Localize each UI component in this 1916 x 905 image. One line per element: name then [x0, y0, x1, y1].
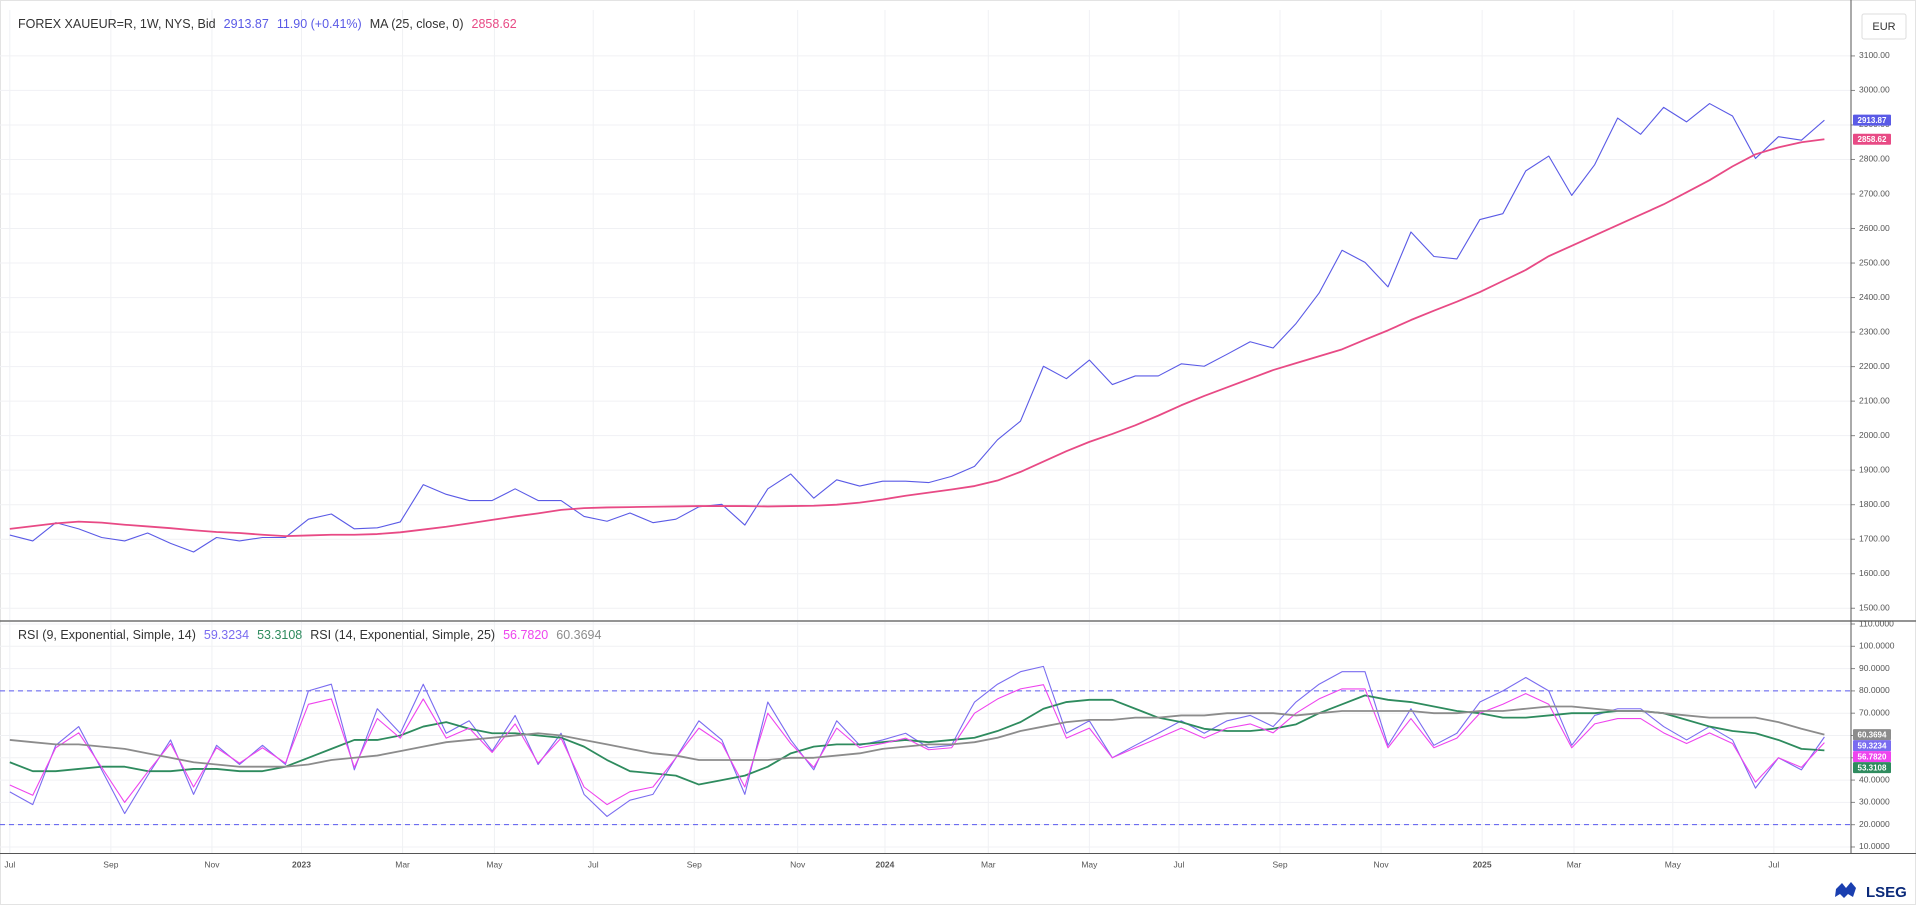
x-tick-label: Mar [395, 859, 410, 869]
last-value-badge [1853, 751, 1891, 763]
rsi-legend: RSI (9, Exponential, Simple, 14) 59.3234 5… [18, 628, 609, 642]
legend-change: 11.90 (+0.41%) [276, 17, 362, 31]
legend-value: 56.7820 [503, 628, 549, 642]
y-tick-label: 40.0000 [1859, 774, 1890, 784]
y-tick-label: 90.0000 [1859, 663, 1890, 673]
last-value-label: 56.7820 [1858, 752, 1887, 761]
x-tick-label: Jul [1174, 859, 1185, 869]
y-tick-label: 110.0000 [1859, 618, 1894, 628]
y-tick-label: 80.0000 [1859, 685, 1890, 695]
last-value-badge [1853, 729, 1891, 741]
series-line [9, 694, 1825, 786]
last-value-label: 59.3234 [1858, 741, 1887, 750]
legend-name: MA (25, close, 0) [369, 17, 464, 31]
x-tick-label: Sep [687, 859, 702, 869]
series-line [9, 684, 1825, 806]
y-tick-label: 3100.00 [1859, 50, 1890, 60]
y-tick-label: 2700.00 [1859, 188, 1890, 198]
y-tick-label: 2000.00 [1859, 430, 1890, 440]
series-line [9, 103, 1825, 553]
last-value-badge [1853, 133, 1891, 145]
x-tick-label: May [1081, 859, 1098, 869]
x-tick-label: Jul [588, 859, 599, 869]
y-tick-label: 100.0000 [1859, 641, 1895, 651]
y-tick-label: 70.0000 [1859, 707, 1890, 717]
series-line [9, 705, 1825, 768]
currency-button-label: EUR [1872, 21, 1895, 33]
y-tick-label: 2100.00 [1859, 395, 1890, 405]
legend-value: 2913.87 [223, 17, 269, 31]
brand-name: LSEG [1866, 884, 1907, 901]
y-tick-label: 3000.00 [1859, 85, 1890, 95]
x-tick-label: 2025 [1473, 859, 1492, 869]
y-tick-label: 1600.00 [1859, 568, 1890, 578]
x-tick-label: Nov [790, 859, 806, 869]
last-value-label: 53.3108 [1858, 763, 1887, 772]
y-tick-label: 2600.00 [1859, 223, 1890, 233]
x-tick-label: Jul [1768, 859, 1779, 869]
brand-logo: LSEG [1835, 882, 1907, 901]
legend-value: 60.3694 [556, 628, 602, 642]
brand-mark [1835, 882, 1856, 898]
y-tick-label: 1800.00 [1859, 499, 1890, 509]
y-tick-label: 2300.00 [1859, 326, 1890, 336]
y-tick-label: 30.0000 [1859, 797, 1890, 807]
currency-button-box [1861, 13, 1907, 40]
series-group [9, 665, 1825, 817]
y-tick-label: 2500.00 [1859, 257, 1890, 267]
y-tick-label: 1500.00 [1859, 603, 1890, 613]
series-line [9, 138, 1825, 538]
y-tick-label: 10.0000 [1859, 841, 1890, 851]
x-tick-label: Mar [981, 859, 996, 869]
last-value-badge [1853, 762, 1891, 774]
x-tick-label: Mar [1567, 859, 1582, 869]
y-tick-label: 1900.00 [1859, 464, 1890, 474]
last-value-label: 60.3694 [1858, 730, 1887, 739]
x-tick-label: Jul [4, 859, 15, 869]
legend-name: RSI (9, Exponential, Simple, 14) [18, 628, 196, 642]
currency-button[interactable]: EUR [1861, 13, 1907, 40]
x-tick-label: 2023 [292, 859, 311, 869]
legend-value: 53.3108 [257, 628, 303, 642]
x-tick-label: 2024 [875, 859, 894, 869]
legend-value: 2858.62 [471, 17, 517, 31]
last-value-badge [1853, 740, 1891, 752]
y-tick-label: 2800.00 [1859, 154, 1890, 164]
y-tick-label: 2400.00 [1859, 292, 1890, 302]
legend-name: RSI (14, Exponential, Simple, 25) [310, 628, 496, 642]
x-tick-label: Sep [103, 859, 118, 869]
x-tick-label: Nov [204, 859, 220, 869]
last-value-label: 2913.87 [1858, 116, 1887, 125]
series-group [9, 103, 1825, 553]
last-value-badge [1853, 114, 1891, 126]
y-tick-label: 20.0000 [1859, 819, 1890, 829]
y-tick-label: 1700.00 [1859, 533, 1890, 543]
x-tick-label: May [1665, 859, 1682, 869]
x-tick-label: Nov [1374, 859, 1390, 869]
price-legend: FOREX XAUEUR=R, 1W, NYS, Bid 2913.87 11.90… [18, 17, 525, 31]
last-value-label: 2858.62 [1858, 135, 1887, 144]
x-tick-label: Sep [1272, 859, 1287, 869]
x-tick-label: May [486, 859, 503, 869]
legend-value: 59.3234 [203, 628, 250, 642]
y-tick-label: 2200.00 [1859, 361, 1890, 371]
legend-name: FOREX XAUEUR=R, 1W, NYS, Bid [18, 17, 216, 31]
